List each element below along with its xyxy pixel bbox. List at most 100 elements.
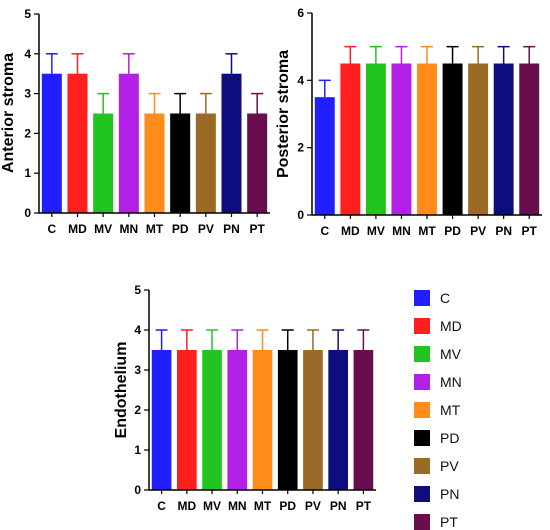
x-tick-label: PV <box>198 222 214 236</box>
y-axis-title: Anterior stroma <box>0 53 17 173</box>
legend-label: MN <box>440 374 462 390</box>
x-tick-label: PV <box>470 224 486 238</box>
x-tick-label: PT <box>249 222 265 236</box>
y-tick-label: 0 <box>24 206 31 220</box>
bar-mt <box>144 113 165 213</box>
x-tick-label: MD <box>341 224 360 238</box>
x-tick-label: PT <box>356 499 372 513</box>
legend-label: C <box>440 290 451 306</box>
chart-1: C MD MV MN MT PD PV PN PT 0 1 2 3 4 5 Anterior stroma <box>0 7 270 236</box>
bar-md <box>340 63 361 215</box>
bar-pt <box>353 350 374 490</box>
y-tick-label: 0 <box>297 208 304 222</box>
legend-label: PV <box>440 458 459 474</box>
legend-label: PD <box>440 430 460 446</box>
y-tick-label: 0 <box>134 483 141 497</box>
x-tick-label: MN <box>228 499 247 513</box>
bar-pv <box>468 63 489 215</box>
bar-c <box>41 73 62 213</box>
chart-3: C MD MV MN MT PD PV PN PT 0 1 2 3 4 5 Endothelium <box>113 283 376 513</box>
x-tick-label: MN <box>119 222 138 236</box>
legend-swatch <box>414 346 430 362</box>
legend-swatch <box>414 318 430 334</box>
y-tick-label: 2 <box>24 126 31 140</box>
x-tick-label: C <box>320 224 329 238</box>
legend-label: MT <box>440 402 461 418</box>
bar-pn <box>328 350 348 490</box>
y-tick-label: 4 <box>24 47 31 61</box>
y-tick-label: 2 <box>297 141 304 155</box>
x-tick-label: MD <box>68 222 87 236</box>
bar-pv <box>303 350 323 490</box>
legend-swatch <box>414 430 430 446</box>
bar-mn <box>118 73 139 213</box>
legend-swatch <box>414 402 430 418</box>
x-tick-label: MT <box>254 499 272 513</box>
legend-swatch <box>414 290 430 306</box>
legend-item-pn: PN <box>414 486 459 502</box>
legend-swatch <box>414 374 430 390</box>
y-tick-label: 4 <box>297 73 304 87</box>
x-tick-label: MT <box>418 224 436 238</box>
legend-item-mn: MN <box>414 374 462 390</box>
bar-pt <box>247 113 268 213</box>
bar-md <box>67 73 88 213</box>
x-tick-label: MV <box>367 224 385 238</box>
bar-pd <box>170 113 191 213</box>
x-tick-label: PD <box>279 499 296 513</box>
y-axis-title: Posterior stroma <box>275 50 292 178</box>
y-tick-label: 6 <box>297 6 304 20</box>
x-tick-label: MN <box>392 224 411 238</box>
legend-item-mt: MT <box>414 402 460 418</box>
x-tick-label: PN <box>223 222 240 236</box>
y-tick-label: 1 <box>134 443 141 457</box>
x-tick-label: PV <box>305 499 321 513</box>
x-tick-label: PT <box>522 224 538 238</box>
bar-md <box>177 350 197 490</box>
bar-pv <box>195 113 216 213</box>
bar-pd <box>277 350 298 490</box>
x-tick-label: C <box>157 499 166 513</box>
legend-label: MD <box>440 318 462 334</box>
x-tick-label: C <box>47 222 56 236</box>
bar-mn <box>391 63 412 215</box>
bar-mt <box>417 63 437 215</box>
x-tick-label: MD <box>177 499 196 513</box>
legend-swatch <box>414 486 430 502</box>
legend-item-pd: PD <box>414 430 459 446</box>
bar-pn <box>221 73 242 213</box>
x-tick-label: PD <box>172 222 189 236</box>
legend-item-c: C <box>414 290 450 306</box>
y-axis-title: Endothelium <box>113 342 130 439</box>
y-tick-label: 3 <box>24 87 31 101</box>
y-tick-label: 5 <box>24 7 31 21</box>
y-tick-label: 5 <box>134 283 141 297</box>
bar-c <box>151 350 172 490</box>
bar-mt <box>252 350 273 490</box>
y-tick-label: 3 <box>134 363 141 377</box>
x-tick-label: PD <box>444 224 461 238</box>
bar-mv <box>202 350 222 490</box>
chart-2: C MD MV MN MT PD PV PN PT 0 2 4 6 Posterior stroma <box>275 6 542 238</box>
x-tick-label: MV <box>94 222 112 236</box>
y-tick-label: 2 <box>134 403 141 417</box>
legend-item-pv: PV <box>414 458 459 474</box>
legend-item-mv: MV <box>414 346 461 362</box>
legend-item-pt: PT <box>414 514 458 530</box>
bar-pt <box>519 63 540 215</box>
legend-label: PN <box>440 486 460 502</box>
legend-swatch <box>414 458 430 474</box>
bar-mv <box>93 113 114 213</box>
x-tick-label: MT <box>146 222 164 236</box>
x-tick-label: MV <box>203 499 221 513</box>
legend-swatch <box>414 514 430 530</box>
legend-item-md: MD <box>414 318 462 334</box>
y-tick-label: 1 <box>24 166 31 180</box>
bar-pn <box>493 63 514 215</box>
legend-label: PT <box>440 514 458 530</box>
bar-mv <box>365 63 386 215</box>
x-tick-label: PN <box>495 224 512 238</box>
x-tick-label: PN <box>330 499 347 513</box>
bar-mn <box>227 350 248 490</box>
